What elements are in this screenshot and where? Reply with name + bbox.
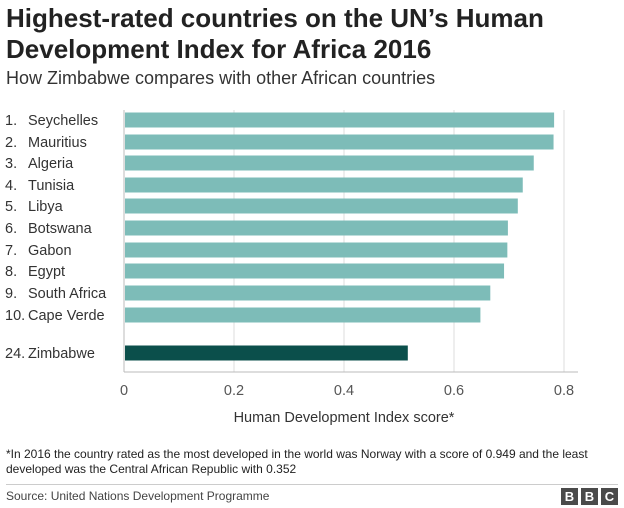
- x-tick-label: 0.2: [224, 383, 244, 399]
- country-label: Cape Verde: [28, 308, 105, 324]
- bar: [125, 198, 518, 214]
- country-label: Botswana: [28, 221, 93, 237]
- source-note: Source: United Nations Development Progr…: [6, 489, 270, 503]
- x-tick-label: 0.6: [444, 383, 464, 399]
- rank-label: 9.: [5, 286, 17, 302]
- country-label: Libya: [28, 199, 64, 215]
- bar: [125, 112, 555, 128]
- country-label: Gabon: [28, 243, 72, 259]
- footer-divider: [6, 484, 618, 485]
- rank-label: 3.: [5, 156, 17, 172]
- bbc-logo: B B C: [561, 488, 618, 505]
- logo-letter: B: [561, 488, 578, 505]
- bar: [125, 134, 554, 150]
- x-axis-label: Human Development Index score*: [233, 410, 455, 426]
- country-label: Zimbabwe: [28, 346, 95, 362]
- country-label: Tunisia: [28, 178, 75, 194]
- rank-label: 1.: [5, 113, 17, 129]
- logo-letter: B: [581, 488, 598, 505]
- country-label: Algeria: [28, 156, 74, 172]
- logo-letter: C: [601, 488, 618, 505]
- bar: [125, 263, 505, 279]
- rank-label: 10.: [5, 308, 25, 324]
- highlighted-bar: [125, 345, 408, 361]
- rank-label: 2.: [5, 135, 17, 151]
- chart-title: Highest-rated countries on the UN’s Huma…: [6, 3, 544, 64]
- rank-label: 8.: [5, 264, 17, 280]
- footnote: *In 2016 the country rated as the most d…: [6, 447, 588, 476]
- rank-label: 6.: [5, 221, 17, 237]
- x-tick-label: 0.4: [334, 383, 354, 399]
- bar: [125, 155, 534, 171]
- rank-label: 5.: [5, 199, 17, 215]
- chart-subtitle: How Zimbabwe compares with other African…: [6, 68, 436, 88]
- bar: [125, 242, 508, 258]
- x-tick-label: 0: [120, 383, 128, 399]
- bar: [125, 285, 491, 301]
- country-label: South Africa: [28, 286, 107, 302]
- rank-label: 4.: [5, 178, 17, 194]
- rank-label: 7.: [5, 243, 17, 259]
- x-tick-label: 0.8: [554, 383, 574, 399]
- rank-label: 24.: [5, 346, 25, 362]
- bar: [125, 307, 481, 323]
- bar: [125, 220, 508, 236]
- country-label: Egypt: [28, 264, 65, 280]
- country-label: Mauritius: [28, 135, 87, 151]
- bar: [125, 177, 523, 193]
- bar-chart: 1. Seychelles 2. Mauritius 3. Algeria 4. Tunisi…: [5, 110, 578, 399]
- country-label: Seychelles: [28, 113, 98, 129]
